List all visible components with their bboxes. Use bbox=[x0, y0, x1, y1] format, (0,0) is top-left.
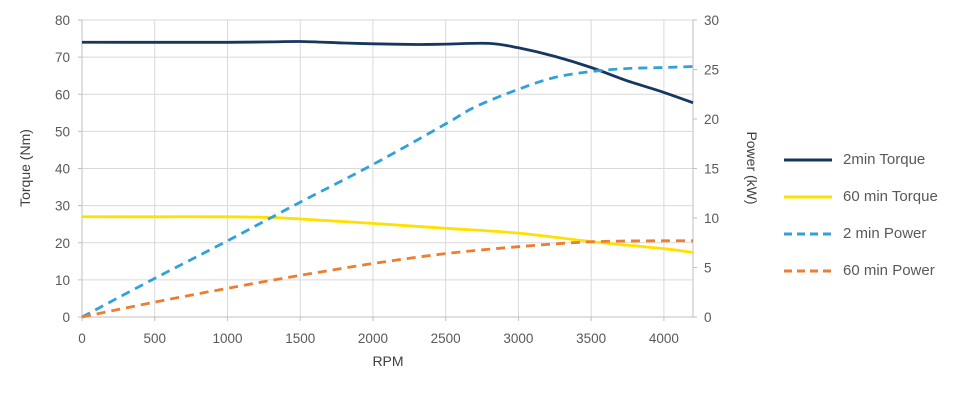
left-axis-tick-label: 80 bbox=[55, 13, 70, 28]
right-axis-title: Power (kW) bbox=[744, 131, 760, 204]
right-axis-tick-label: 5 bbox=[704, 261, 712, 276]
legend-swatch-2-min-power bbox=[784, 232, 832, 235]
x-axis-tick-label: 3000 bbox=[503, 331, 533, 346]
legend-swatch-60-min-torque bbox=[784, 195, 832, 198]
x-axis-tick-label: 0 bbox=[78, 331, 86, 346]
legend-swatch-2min-torque bbox=[784, 158, 832, 161]
right-axis-tick-label: 10 bbox=[704, 211, 719, 226]
left-axis-title: Torque (Nm) bbox=[17, 129, 33, 207]
right-axis-tick-label: 20 bbox=[704, 112, 719, 127]
left-axis-tick-label: 20 bbox=[55, 236, 70, 251]
legend-item-60-min-torque: 60 min Torque bbox=[783, 178, 938, 215]
legend-label-60-min-power: 60 min Power bbox=[843, 262, 935, 279]
chart-figure: 0 10 20 30 40 50 60 70 80 0 5 10 15 20 25 30 0 500 1000 150… bbox=[17, 13, 760, 369]
x-axis-tick-label: 4000 bbox=[649, 331, 679, 346]
right-axis-tick-label: 25 bbox=[704, 63, 719, 78]
x-axis-tick-label: 2500 bbox=[431, 331, 461, 346]
grid-layer bbox=[82, 19, 693, 317]
legend-item-60-min-power: 60 min Power bbox=[783, 252, 938, 289]
legend-item-2min-torque: 2min Torque bbox=[783, 141, 938, 178]
tick-label-layer: 0 10 20 30 40 50 60 70 80 0 5 10 15 20 25 30 0 500 1000 150… bbox=[55, 13, 719, 346]
series-line-2-min-power bbox=[81, 65, 694, 319]
legend-label-60-min-torque: 60 min Torque bbox=[843, 188, 938, 205]
legend-label-2-min-power: 2 min Power bbox=[843, 225, 927, 242]
chart-legend: 2min Torque 60 min Torque 2 min Power 60 mi… bbox=[783, 141, 938, 289]
x-axis-tick-label: 3500 bbox=[576, 331, 606, 346]
x-axis-tick-label: 1000 bbox=[212, 331, 242, 346]
series-layer bbox=[81, 40, 694, 319]
legend-swatch-60-min-power bbox=[784, 269, 832, 272]
left-axis-tick-label: 60 bbox=[55, 87, 70, 102]
x-axis-tick-label: 500 bbox=[143, 331, 166, 346]
series-line-2min-torque bbox=[81, 40, 694, 105]
left-axis-tick-label: 30 bbox=[55, 199, 70, 214]
left-axis-tick-label: 0 bbox=[62, 310, 70, 325]
series-line-60-min-power bbox=[81, 239, 694, 319]
torque-power-chart-svg: 0 10 20 30 40 50 60 70 80 0 5 10 15 20 25 30 0 500 1000 150… bbox=[17, 13, 760, 369]
left-axis-tick-label: 50 bbox=[55, 124, 70, 139]
legend-item-2-min-power: 2 min Power bbox=[783, 215, 938, 252]
right-axis-tick-label: 30 bbox=[704, 13, 719, 28]
left-axis-tick-label: 10 bbox=[55, 273, 70, 288]
right-axis-tick-label: 0 bbox=[704, 310, 712, 325]
x-axis-tick-label: 2000 bbox=[358, 331, 388, 346]
legend-label-2min-torque: 2min Torque bbox=[843, 151, 926, 168]
left-axis-tick-label: 40 bbox=[55, 162, 70, 177]
x-axis-tick-label: 1500 bbox=[285, 331, 315, 346]
x-axis-title: RPM bbox=[372, 353, 403, 369]
series-line-60-min-torque bbox=[81, 215, 694, 254]
left-axis-tick-label: 70 bbox=[55, 50, 70, 65]
axis-layer bbox=[78, 19, 697, 321]
right-axis-tick-label: 15 bbox=[704, 162, 719, 177]
